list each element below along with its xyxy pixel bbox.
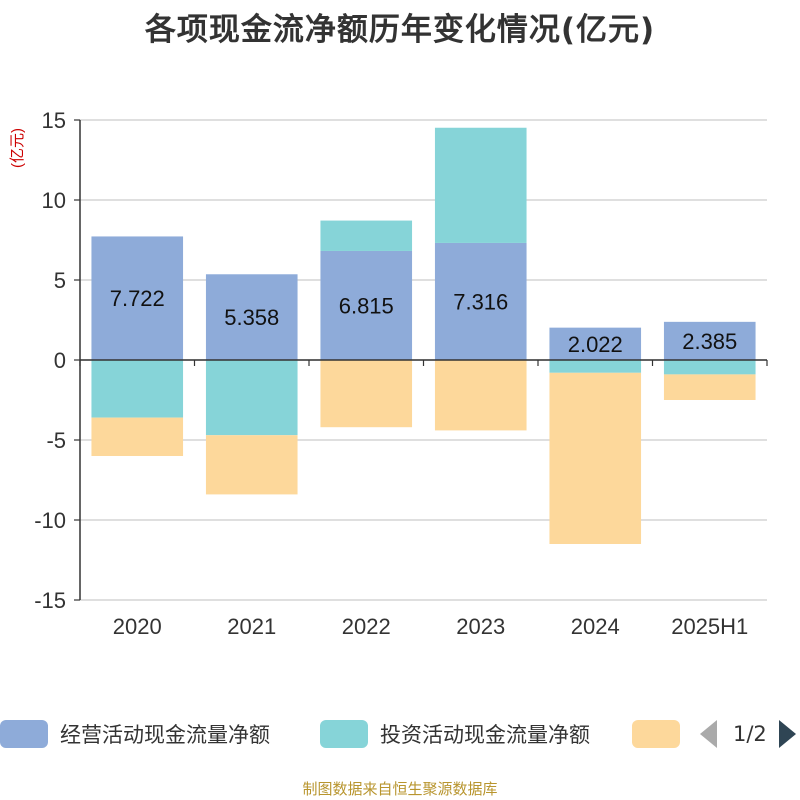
legend-item-operating[interactable]: 经营活动现金流量净额 [0, 718, 270, 750]
x-tick-label: 2023 [456, 614, 505, 639]
bar-2020-series-2 [91, 417, 184, 456]
legend-swatch-investing [320, 720, 368, 748]
legend-swatch-third [632, 720, 680, 748]
bar-2020-series-0 [91, 236, 184, 360]
bar-2023-series-1 [434, 127, 527, 243]
bar-2022-series-0 [320, 250, 413, 360]
data-label-2022: 6.815 [339, 293, 394, 318]
bar-2024-series-1 [549, 360, 642, 373]
data-label-2020: 7.722 [110, 286, 165, 311]
data-label-2021: 5.358 [224, 305, 279, 330]
data-labels: 7.722 5.358 6.815 7.316 2.022 2.385 [110, 286, 738, 357]
x-tick-label: 2022 [342, 614, 391, 639]
bar-2020-series-1 [91, 360, 184, 418]
bars [91, 127, 756, 544]
bar-2024-series-0 [549, 327, 642, 360]
bar-2025H1-series-2 [663, 374, 756, 400]
source-note: 制图数据来自恒生聚源数据库 [302, 780, 498, 798]
y-tick-label: -5 [46, 428, 66, 453]
y-tick-label: 10 [42, 188, 66, 213]
bar-2025H1-series-0 [663, 321, 756, 360]
legend-prev-page-button[interactable] [700, 720, 717, 748]
y-tick-label: -15 [34, 588, 66, 613]
legend-label-operating: 经营活动现金流量净额 [60, 723, 270, 747]
y-tick-label: 0 [54, 348, 66, 373]
legend-next-page-button[interactable] [778, 720, 796, 748]
bar-2023-series-2 [434, 360, 527, 431]
x-tick-label: 2021 [227, 614, 276, 639]
data-label-2024: 2.022 [568, 332, 623, 357]
legend-swatch-operating [0, 720, 48, 748]
data-label-2023: 7.316 [453, 289, 508, 314]
legend-item-investing[interactable]: 投资活动现金流量净额 [320, 718, 590, 750]
y-tick-label: -10 [34, 508, 66, 533]
bar-2025H1-series-1 [663, 360, 756, 375]
bar-2021-series-2 [205, 435, 298, 495]
bar-2024-series-2 [549, 372, 642, 544]
legend-pager: 1/2 [700, 716, 796, 752]
data-label-2025H1: 2.385 [682, 329, 737, 354]
chart-area: 15 10 5 0 -5 -10 -15 2020 2021 2022 2023 2024 2025H1… [9, 108, 768, 639]
y-axis-title: (亿元) [9, 128, 26, 168]
chart-title: 各项现金流净额历年变化情况(亿元) [144, 12, 656, 48]
x-tick-label: 2020 [113, 614, 162, 639]
legend-label-investing: 投资活动现金流量净额 [380, 723, 590, 747]
x-tick-label: 2024 [571, 614, 620, 639]
axes: 15 10 5 0 -5 -10 -15 2020 2021 2022 2023 2024 2025H1 [34, 108, 768, 639]
bar-2022-series-2 [320, 360, 413, 428]
bar-2023-series-0 [434, 242, 527, 360]
legend-page-indicator: 1/2 [733, 722, 767, 746]
y-tick-label: 15 [42, 108, 66, 133]
bar-2021-series-0 [205, 274, 298, 360]
y-tick-label: 5 [54, 268, 66, 293]
bar-2022-series-1 [320, 220, 413, 251]
x-tick-label: 2025H1 [671, 614, 748, 639]
bar-2021-series-1 [205, 360, 298, 436]
legend-item-third[interactable] [632, 718, 680, 750]
